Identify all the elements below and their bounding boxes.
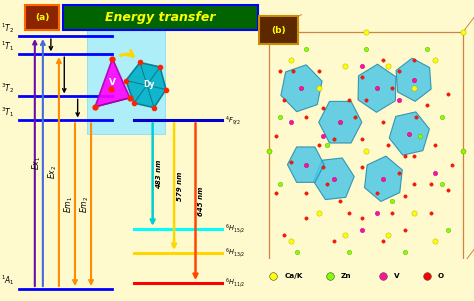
FancyBboxPatch shape	[259, 16, 298, 45]
FancyBboxPatch shape	[87, 23, 164, 134]
Text: $^3T_1$: $^3T_1$	[1, 105, 15, 119]
Text: 483 nm: 483 nm	[155, 160, 162, 189]
Polygon shape	[365, 156, 402, 201]
Text: $Em_1$: $Em_1$	[63, 196, 75, 213]
Text: $^6H_{11/2}$: $^6H_{11/2}$	[225, 277, 245, 289]
Text: $^1T_1$: $^1T_1$	[1, 39, 15, 53]
FancyBboxPatch shape	[26, 5, 59, 30]
Polygon shape	[126, 63, 166, 108]
Text: (b): (b)	[272, 26, 286, 35]
Text: $^1A_1$: $^1A_1$	[1, 274, 15, 287]
Polygon shape	[287, 147, 324, 182]
Text: 579 nm: 579 nm	[177, 172, 183, 201]
Polygon shape	[319, 101, 362, 143]
Bar	[258, 259, 474, 292]
Text: Dy: Dy	[143, 80, 155, 89]
Text: $Ex_2$: $Ex_2$	[47, 164, 59, 179]
Text: Zn: Zn	[340, 273, 351, 279]
Text: V: V	[394, 273, 400, 279]
Polygon shape	[313, 158, 354, 200]
Text: $Ex_1$: $Ex_1$	[31, 155, 43, 170]
Text: (a): (a)	[35, 13, 49, 22]
Polygon shape	[95, 59, 130, 107]
Text: $^1T_2$: $^1T_2$	[1, 21, 15, 35]
Text: $Em_2$: $Em_2$	[79, 196, 91, 213]
Text: V: V	[109, 78, 116, 87]
Text: Ca/K: Ca/K	[284, 273, 302, 279]
Polygon shape	[358, 64, 396, 112]
Polygon shape	[389, 112, 429, 155]
Text: O: O	[438, 273, 444, 279]
Text: $^6H_{15/2}$: $^6H_{15/2}$	[225, 222, 245, 235]
Text: Energy transfer: Energy transfer	[105, 11, 216, 24]
Polygon shape	[396, 58, 431, 101]
Text: 645 nm: 645 nm	[199, 187, 204, 216]
Text: $^6H_{13/2}$: $^6H_{13/2}$	[225, 247, 245, 259]
FancyBboxPatch shape	[63, 5, 258, 30]
Polygon shape	[281, 65, 322, 112]
Text: $^3T_2$: $^3T_2$	[1, 81, 15, 95]
Text: $^4F_{9/2}$: $^4F_{9/2}$	[225, 114, 241, 127]
